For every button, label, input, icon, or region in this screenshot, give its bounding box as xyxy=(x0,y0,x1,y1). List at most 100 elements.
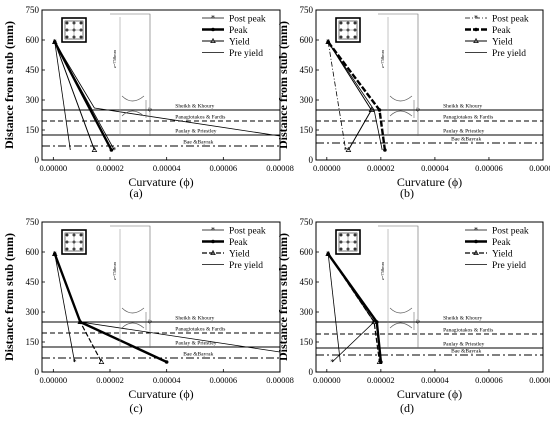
plastic-length-label: lp xyxy=(416,320,420,325)
x-tick-label: 0.00002 xyxy=(367,375,395,385)
x-tick-label: 0.00004 xyxy=(421,375,449,385)
x-axis-label: Curvature (ϕ) xyxy=(128,387,193,401)
y-tick-label: 0 xyxy=(35,155,40,165)
legend-entry: Yield xyxy=(492,38,513,48)
legend-entry: Post peak xyxy=(229,227,266,237)
x-tick-label: 0.00008 xyxy=(529,375,550,385)
x-tick-label: 0.00006 xyxy=(475,163,503,173)
x-axis-label: Curvature (ϕ) xyxy=(128,175,193,189)
reference-line-label: Panagiotakos & Fardis xyxy=(175,327,225,333)
reference-line-label: Sheikh & Khoury xyxy=(443,316,482,322)
legend-entry: Pre yield xyxy=(492,261,526,271)
x-tick-label: 0.00000 xyxy=(40,375,68,385)
x-tick-label: 0.00002 xyxy=(96,163,124,173)
reference-line-label: Paulay & Priestley xyxy=(175,129,216,135)
plot-frame xyxy=(41,9,281,161)
data-point xyxy=(210,249,216,255)
y-tick-label: 0 xyxy=(35,367,40,377)
data-point xyxy=(368,106,375,112)
y-tick-label: 600 xyxy=(26,247,40,257)
chart-panel: 0 150 300 450 600 750 0.00000 0.00002 0.00004 0.0… xyxy=(276,5,550,189)
series-line xyxy=(327,253,381,363)
y-tick-label: 750 xyxy=(26,5,40,15)
reference-line-label: Panagiotakos & Fardis xyxy=(175,115,225,121)
chart-panel: 0 150 300 450 600 750 0.00000 0.00002 0.00004 0.0… xyxy=(2,5,294,189)
data-point xyxy=(383,148,387,152)
legend-entry: Pre yield xyxy=(492,49,526,59)
series-line xyxy=(327,41,372,151)
plastic-length-label: lp xyxy=(416,108,420,113)
plot-frame xyxy=(41,221,281,373)
y-tick-label: 600 xyxy=(26,35,40,45)
reference-line-label: Bae &Bayrak xyxy=(451,137,481,143)
series-line xyxy=(327,41,347,151)
y-tick-label: 300 xyxy=(300,95,314,105)
column-elevation-sketch: z=750mm lp xyxy=(110,225,152,348)
data-point xyxy=(77,318,84,324)
x-tick-label: 0.00008 xyxy=(266,163,294,173)
y-tick-label: 600 xyxy=(300,247,314,257)
panel-caption: (a) xyxy=(129,186,142,200)
x-tick-label: 0.00002 xyxy=(367,163,395,173)
data-point xyxy=(371,318,377,324)
series-line xyxy=(54,41,95,151)
data-point xyxy=(377,108,382,112)
x-tick-label: 0.00002 xyxy=(96,375,124,385)
column-height-label: z=750mm xyxy=(380,49,385,68)
y-tick-label: 300 xyxy=(300,307,314,317)
data-point xyxy=(51,250,58,256)
column-height-label: z=750mm xyxy=(112,49,117,68)
data-point: * xyxy=(474,226,478,235)
legend-entry: Peak xyxy=(229,26,248,36)
x-axis-label: Curvature (ϕ) xyxy=(397,175,462,189)
data-point xyxy=(473,249,479,255)
y-tick-label: 750 xyxy=(300,217,314,227)
x-axis-label: Curvature (ϕ) xyxy=(397,387,462,401)
data-point xyxy=(474,239,478,244)
x-tick-label: 0.00006 xyxy=(475,375,503,385)
column-section-icon xyxy=(61,17,87,43)
y-tick-label: 150 xyxy=(26,337,40,347)
legend-entry: Peak xyxy=(492,26,511,36)
legend-entry: Yield xyxy=(229,250,250,260)
column-elevation-sketch: z=750mm lp xyxy=(110,13,152,136)
column-height-label: z=750mm xyxy=(112,261,117,280)
series-line xyxy=(54,41,71,151)
y-tick-label: 150 xyxy=(300,125,314,135)
data-point xyxy=(473,37,479,43)
reference-line-label: Sheikh & Khoury xyxy=(175,104,214,110)
series-line xyxy=(53,41,113,151)
data-point xyxy=(91,146,98,152)
column-elevation-sketch: z=750mm lp xyxy=(378,13,420,136)
y-tick-label: 450 xyxy=(300,65,314,75)
data-point xyxy=(98,358,105,364)
reference-line-label: Bae &Bayrak xyxy=(183,352,213,358)
y-axis-label: Distance from stub (mm) xyxy=(276,233,290,361)
y-tick-label: 150 xyxy=(300,337,314,347)
plastic-length-label: lp xyxy=(148,108,152,113)
reference-line-label: Paulay & Priestley xyxy=(175,341,216,347)
column-section-icon xyxy=(335,229,361,255)
legend-entry: Peak xyxy=(229,238,248,248)
panel-caption: (d) xyxy=(400,401,414,415)
legend-entry: Post peak xyxy=(492,227,529,237)
data-point xyxy=(211,239,215,244)
x-tick-label: 0.00008 xyxy=(266,375,294,385)
reference-line-label: Panagiotakos & Fardis xyxy=(443,115,493,121)
reference-line-label: Bae &Bayrak xyxy=(183,140,213,146)
legend-entry: Yield xyxy=(229,38,250,48)
x-tick-label: 0.00004 xyxy=(421,163,449,173)
y-tick-label: 600 xyxy=(300,35,314,45)
data-point: * xyxy=(330,358,334,367)
column-elevation-sketch: z=750mm lp xyxy=(378,225,420,348)
y-axis-label: Distance from stub (mm) xyxy=(2,233,16,361)
data-point: * xyxy=(211,14,215,23)
chart-panel: 0 150 300 450 600 750 0.00000 0.00002 0.00004 0.0… xyxy=(276,217,550,401)
y-tick-label: 750 xyxy=(26,217,40,227)
legend-entry: Peak xyxy=(492,238,511,248)
